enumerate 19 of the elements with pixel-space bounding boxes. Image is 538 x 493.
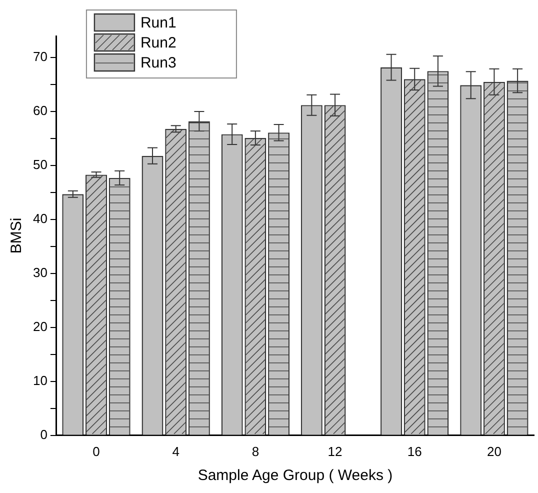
y-tick-label: 70 bbox=[32, 49, 48, 64]
x-tick-label: 4 bbox=[172, 444, 180, 459]
x-tick-label: 0 bbox=[92, 444, 100, 459]
y-tick-label: 20 bbox=[32, 319, 48, 334]
x-tick-label: 20 bbox=[486, 444, 502, 459]
legend-label: Run1 bbox=[140, 14, 176, 32]
y-axis-title: BMSi bbox=[8, 218, 26, 254]
legend-label: Run2 bbox=[140, 34, 176, 52]
x-tick-label: 12 bbox=[328, 444, 342, 459]
y-tick-label: 50 bbox=[32, 157, 48, 172]
y-tick-label: 10 bbox=[32, 373, 48, 388]
x-tick-label: 8 bbox=[252, 444, 260, 459]
y-tick-label: 30 bbox=[32, 265, 48, 280]
y-tick-label: 40 bbox=[32, 211, 48, 226]
y-tick-label: 0 bbox=[40, 426, 48, 442]
x-axis-title: Sample Age Group ( Weeks ) bbox=[198, 467, 393, 484]
legend-label: Run3 bbox=[140, 54, 176, 72]
y-tick-label: 60 bbox=[32, 103, 48, 118]
x-tick-label: 16 bbox=[407, 444, 422, 459]
